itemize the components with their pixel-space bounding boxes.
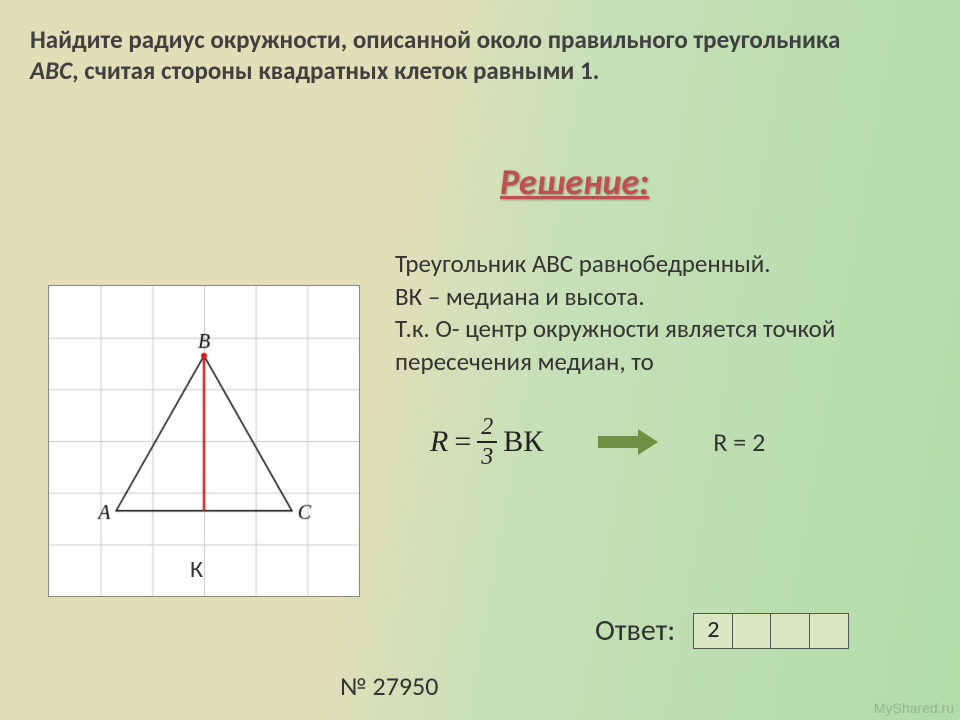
result-text: R = 2 xyxy=(713,426,765,458)
label-K: К xyxy=(190,555,203,584)
answer-cell xyxy=(770,613,810,649)
triangle-figure xyxy=(48,285,360,597)
watermark: MyShared.ru xyxy=(874,700,954,716)
solution-line1: Треугольник АВС равнобедренный. xyxy=(395,248,935,281)
formula-tail: ВК xyxy=(503,425,543,459)
figure-canvas xyxy=(49,286,359,596)
formula-den: 3 xyxy=(481,443,493,469)
problem-statement: Найдите радиус окружности, описанной око… xyxy=(30,24,910,87)
formula-R: R xyxy=(430,425,448,459)
arrow-icon xyxy=(598,431,658,453)
solution-line3: Т.к. О- центр окружности является точкой… xyxy=(395,313,935,378)
problem-line2-rest: , считая стороны квадратных клеток равны… xyxy=(72,55,599,86)
task-number: № 27950 xyxy=(340,670,438,702)
formula-eq: = xyxy=(454,425,471,459)
problem-line1: Найдите радиус окружности, описанной око… xyxy=(30,24,840,55)
formula-fraction: 2 3 xyxy=(477,415,497,469)
answer-label: Ответ: xyxy=(595,612,675,649)
answer-boxes: 2 xyxy=(693,613,849,649)
formula-num: 2 xyxy=(477,415,497,443)
answer-row: Ответ: 2 xyxy=(595,612,849,649)
problem-abc: ABC xyxy=(30,55,72,86)
formula: R = 2 3 ВК xyxy=(430,415,543,469)
answer-cell xyxy=(732,613,772,649)
formula-row: R = 2 3 ВК R = 2 xyxy=(430,415,765,469)
solution-heading: Решение: xyxy=(500,160,649,204)
answer-cell xyxy=(809,613,849,649)
answer-cell: 2 xyxy=(693,613,733,649)
solution-line2: ВК – медиана и высота. xyxy=(395,281,935,314)
solution-text: Треугольник АВС равнобедренный. ВК – мед… xyxy=(395,248,935,378)
